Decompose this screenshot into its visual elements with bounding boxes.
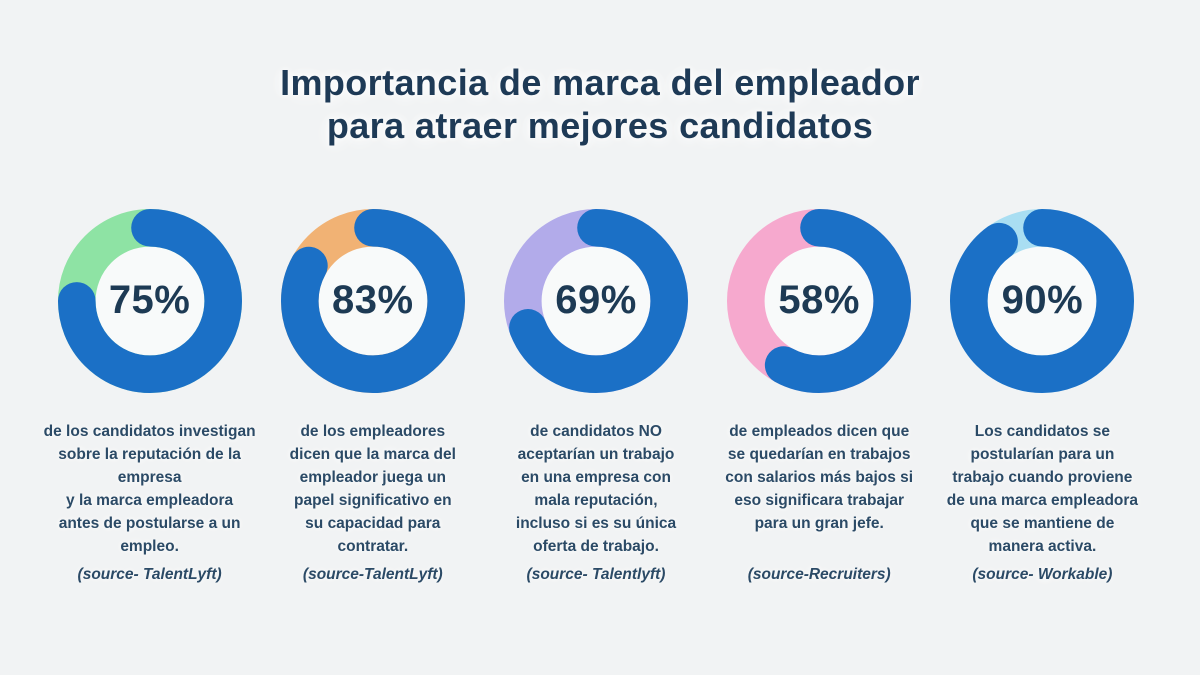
donut-arc — [280, 208, 465, 393]
donut-inner-circle — [538, 243, 654, 359]
donut-percentage: 83% — [332, 278, 414, 323]
stat-column-58: 58% de empleados dicen que se quedarían … — [708, 208, 931, 588]
stat-source: (source- TalentLyft) — [77, 565, 222, 583]
donut-chart-83: 83% — [280, 208, 466, 394]
stats-row: 75% de los candidatos investigan sobre l… — [0, 208, 1200, 588]
stat-description: de empleados dicen que se quedarían en t… — [725, 422, 914, 532]
donut-inner-circle — [761, 243, 877, 359]
donut-chart-90: 90% — [949, 208, 1135, 394]
stat-source: (source-TalentLyft) — [302, 565, 443, 583]
stat-column-90: 90% Los candidatos se postularían para u… — [931, 208, 1154, 588]
donut-percentage: 69% — [555, 278, 637, 323]
donut-arc — [503, 208, 689, 393]
stat-description: Los candidatos se postularían para un tr… — [946, 422, 1139, 555]
stat-column-69: 69% de candidatos NO aceptarían un traba… — [484, 208, 707, 588]
donut-percentage: 75% — [108, 278, 191, 323]
donut-svg — [280, 208, 465, 393]
donut-chart-69: 69% — [503, 208, 689, 394]
donut-percentage: 58% — [778, 278, 860, 323]
donut-chart-58: 58% — [726, 208, 912, 394]
donut-arc — [727, 208, 912, 393]
stat-description: de los candidatos investigan sobre la re… — [43, 422, 256, 555]
donut-svg — [950, 208, 1135, 393]
donut-inner-circle — [315, 243, 431, 359]
stat-source: (source- Workable) — [972, 565, 1113, 583]
stat-source: (source-Recruiters) — [747, 565, 891, 583]
donut-inner-circle — [92, 243, 207, 359]
stat-column-75: 75% de los candidatos investigan sobre l… — [38, 208, 261, 588]
stat-description: de candidatos NO aceptarían un trabajo e… — [515, 422, 677, 555]
donut-svg — [727, 208, 912, 393]
donut-svg — [57, 208, 242, 393]
stat-source: (source- Talentlyft) — [526, 565, 666, 583]
donut-arc — [950, 208, 1135, 393]
donut-arc — [57, 208, 242, 393]
stat-column-83: 83% de los empleadores dicen que la marc… — [261, 208, 484, 588]
donut-chart-75: 75% — [57, 208, 243, 394]
donut-svg — [503, 208, 689, 393]
page-title: Importancia de marca del empleador para … — [280, 62, 920, 146]
stat-description: de los empleadores dicen que la marca de… — [289, 422, 456, 555]
donut-percentage: 90% — [1001, 278, 1084, 323]
donut-inner-circle — [985, 243, 1100, 359]
